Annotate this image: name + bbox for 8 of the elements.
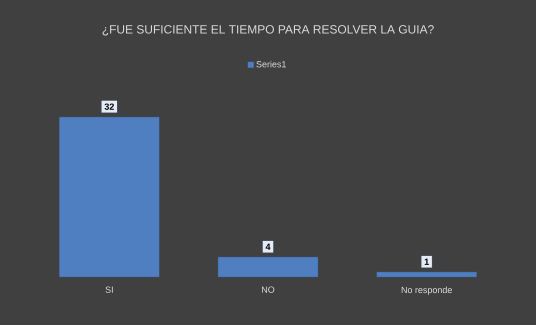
x-tick-label: NO (262, 286, 274, 293)
x-tick-label: SI (106, 286, 113, 293)
chart-title: ¿FUE SUFICIENTE EL TIEMPO PARA RESOLVER LA GUIA? (102, 25, 434, 36)
data-label: 4 (266, 244, 270, 250)
data-label: 32 (104, 103, 114, 110)
data-label: 1 (424, 258, 429, 265)
x-tick-label: No responde (402, 286, 452, 295)
legend-label: Series1 (256, 60, 286, 68)
